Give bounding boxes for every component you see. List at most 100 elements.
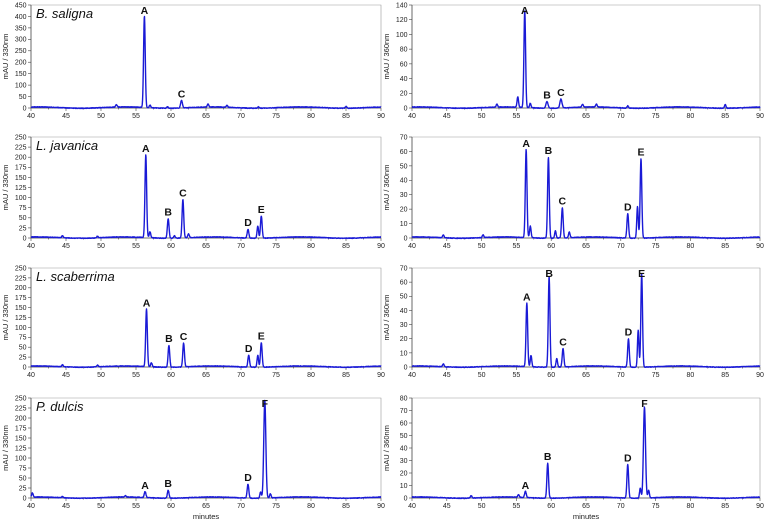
plot-frame [31,136,382,238]
y-tick-label: 50 [400,433,408,440]
y-tick-label: 60 [400,149,408,156]
peak-label-E: E [637,147,644,159]
x-tick-label: 90 [377,243,385,250]
x-tick-label: 80 [687,243,695,250]
x-tick-label: 75 [652,113,660,120]
y-tick-label: 70 [400,408,408,415]
x-tick-label: 90 [377,372,385,379]
peak-label-B: B [545,145,553,157]
y-tick-label: 125 [15,315,27,322]
y-tick-label: 40 [400,308,408,315]
y-tick-label: 100 [15,83,27,90]
y-tick-label: 175 [15,165,27,172]
chromatogram-panel-4: 40 45 50 55 60 65 70 75 80 85 90 0 10 20 30 40 50 60 70 mAU… [382,134,764,250]
x-tick-label: 75 [272,372,280,379]
y-tick-label: 350 [15,25,27,32]
peak-label-B: B [543,89,551,101]
peak-label-D: D [625,327,633,339]
x-tick-label: 50 [97,243,105,250]
x-tick-label: 45 [62,113,70,120]
y-axis-title: mAU / 330nm [1,165,10,211]
y-tick-label: 30 [400,192,408,199]
y-tick-label: 175 [15,295,27,302]
y-tick-label: 50 [19,475,27,482]
axis-lines [411,268,760,368]
y-tick-label: 40 [400,178,408,185]
y-tick-label: 140 [396,2,408,9]
y-tick-label: 50 [19,215,27,222]
y-tick-label: 100 [396,32,408,39]
x-tick-label: 40 [27,503,35,510]
x-tick-label: 70 [237,113,245,120]
x-tick-label: 85 [342,113,350,120]
chromatogram-panel-7: 40 45 50 55 60 65 70 75 80 85 90 0 25 50 75 100 125 150 17… [1,395,385,521]
chromatogram-panel-3: 40 45 50 55 60 65 70 75 80 85 90 0 25 50 75 100 125 150 17… [1,134,385,250]
y-tick-label: 10 [400,221,408,228]
x-tick-label: 40 [408,243,416,250]
x-tick-label: 60 [167,243,175,250]
x-axis-title: minutes [193,512,220,521]
y-tick-label: 40 [400,76,408,83]
x-tick-label: 90 [756,113,764,120]
y-tick-label: 25 [19,225,27,232]
y-tick-label: 250 [15,48,27,55]
peak-label-C: C [559,337,567,349]
y-tick-label: 225 [15,275,27,282]
x-tick-label: 80 [687,503,695,510]
y-tick-label: 0 [23,105,27,112]
y-tick-label: 225 [15,405,27,412]
x-tick-label: 50 [478,503,486,510]
x-tick-label: 45 [443,243,451,250]
x-tick-label: 40 [408,372,416,379]
x-tick-label: 90 [756,503,764,510]
x-tick-label: 50 [478,372,486,379]
x-tick-label: 50 [97,113,105,120]
y-tick-label: 200 [15,60,27,67]
x-tick-label: 50 [97,372,105,379]
x-axis-title: minutes [573,512,600,521]
x-tick-label: 70 [617,113,625,120]
x-tick-label: 80 [307,372,315,379]
peak-label-B: B [545,268,553,280]
x-tick-label: 85 [342,372,350,379]
y-tick-label: 150 [15,305,27,312]
chromatogram-trace [411,148,761,240]
x-tick-label: 50 [97,503,105,510]
y-tick-label: 250 [15,134,27,141]
peak-label-C: C [179,188,187,200]
peak-label-D: D [244,472,252,484]
x-tick-label: 75 [272,243,280,250]
y-tick-label: 100 [15,455,27,462]
y-tick-label: 125 [15,185,27,192]
x-tick-label: 80 [687,113,695,120]
peak-label-A: A [521,5,529,17]
species-label: L. scaberrima [36,269,115,284]
x-tick-label: 65 [582,243,590,250]
y-axis-title: mAU / 330nm [1,295,10,341]
y-tick-label: 250 [15,395,27,402]
y-tick-label: 25 [19,355,27,362]
y-tick-label: 0 [404,105,408,112]
peak-label-A: A [522,138,530,150]
x-tick-label: 70 [237,372,245,379]
x-tick-label: 60 [547,243,555,250]
y-tick-label: 20 [400,470,408,477]
x-tick-label: 40 [27,113,35,120]
x-tick-label: 80 [307,113,315,120]
x-tick-label: 40 [408,503,416,510]
y-tick-label: 80 [400,47,408,54]
x-tick-label: 60 [167,503,175,510]
chromatogram-panel-8: 40 45 50 55 60 65 70 75 80 85 90 0 10 20 30 40 50 60 70 80 m… [382,395,764,521]
y-tick-label: 50 [19,94,27,101]
y-tick-label: 60 [400,420,408,427]
peak-label-C: C [180,331,188,343]
y-tick-label: 80 [400,395,408,402]
peak-label-D: D [624,452,632,464]
x-tick-label: 50 [478,113,486,120]
y-tick-label: 250 [15,265,27,272]
peak-label-A: A [141,5,149,17]
plot-frame [31,4,382,108]
y-axis-title: mAU / 330nm [1,425,10,471]
chromatogram-trace [30,15,382,110]
x-tick-label: 60 [547,113,555,120]
